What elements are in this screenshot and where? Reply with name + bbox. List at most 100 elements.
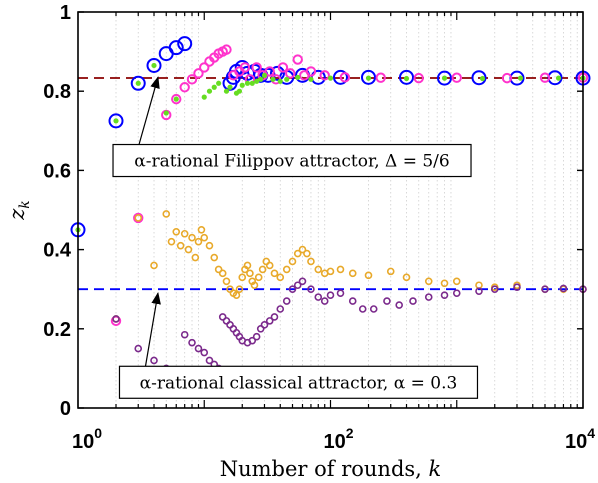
data-point [108, 113, 124, 129]
data-point [258, 76, 264, 82]
data-point [177, 36, 193, 52]
data-point [308, 76, 314, 82]
data-point [307, 285, 315, 294]
data-point [223, 88, 230, 94]
data-point [206, 88, 213, 94]
data-point [288, 285, 297, 294]
data-point [305, 66, 317, 77]
data-point [326, 291, 335, 299]
data-point [238, 273, 247, 282]
y-tick-label: 0.6 [43, 160, 71, 182]
data-point [358, 305, 367, 313]
data-point [293, 281, 302, 290]
data-point [348, 269, 357, 278]
data-point [236, 88, 243, 94]
data-point [348, 297, 357, 305]
data-point [227, 84, 233, 90]
x-tick-label: 102 [323, 425, 353, 453]
data-point [186, 74, 198, 85]
data-point [130, 75, 146, 91]
reference-lines [78, 77, 583, 291]
y-tick-label: 0.4 [43, 240, 72, 262]
data-point [194, 237, 203, 246]
data-point [375, 72, 386, 83]
data-point [239, 82, 245, 88]
data-point [249, 80, 255, 86]
data-point [293, 249, 302, 258]
data-point [163, 110, 169, 116]
data-point [188, 233, 196, 242]
data-point [113, 118, 119, 124]
data-point [270, 313, 279, 321]
data-point [402, 273, 411, 282]
data-point [251, 62, 262, 73]
data-point [199, 62, 210, 73]
data-point [288, 257, 297, 266]
x-tick-labels: 100 102 104 [72, 425, 595, 453]
data-point [282, 265, 291, 274]
data-point [409, 297, 417, 305]
y-tick-label: 0 [60, 398, 71, 420]
data-point [413, 72, 424, 84]
data-point [361, 69, 377, 85]
data-point [424, 293, 433, 301]
data-point [214, 265, 223, 274]
data-point [270, 269, 279, 278]
data-point [250, 281, 259, 290]
x-tick-label: 100 [72, 425, 102, 453]
data-point [252, 332, 261, 341]
data-point [191, 253, 200, 262]
data-point [210, 253, 219, 262]
data-point [383, 297, 391, 305]
data-point [269, 65, 285, 81]
data-point [517, 75, 524, 81]
data-point [188, 338, 196, 347]
data-point [261, 72, 268, 78]
data-point [314, 293, 323, 301]
data-point [285, 68, 296, 79]
data-point [134, 214, 143, 222]
data-point [319, 70, 330, 81]
y-tick-label: 0.2 [43, 319, 71, 341]
data-point [270, 76, 276, 82]
data-point [222, 277, 231, 286]
data-point [314, 265, 323, 274]
data-point [336, 289, 345, 297]
data-point [211, 84, 217, 90]
data-point [173, 96, 179, 102]
y-tick-label: 0.8 [43, 81, 71, 103]
data-point [539, 72, 551, 83]
data-point [265, 261, 274, 270]
data-point [134, 344, 143, 353]
data-point [369, 305, 378, 313]
data-point [162, 210, 171, 218]
data-point [150, 261, 158, 270]
data-point [201, 94, 207, 100]
data-point [216, 80, 222, 86]
data-point [452, 289, 461, 297]
data-point [200, 233, 209, 242]
data-point [180, 330, 189, 339]
data-point [307, 257, 315, 266]
data-point [193, 68, 204, 79]
data-point [264, 66, 275, 77]
annotation-box [112, 143, 472, 178]
data-point [277, 62, 289, 73]
data-point [133, 212, 144, 224]
data-point [298, 277, 307, 286]
data-point [320, 297, 329, 305]
data-point [451, 72, 462, 83]
annotation-box [118, 365, 479, 399]
data-point [200, 348, 209, 357]
annotation-text: α-rational classical attractor, α = 0.3 [140, 373, 458, 393]
data-point [265, 317, 274, 325]
data-point [277, 78, 283, 84]
data-point [254, 273, 263, 282]
data-point [513, 283, 521, 292]
data-point [218, 313, 227, 321]
data-point [437, 70, 453, 86]
data-point [365, 75, 372, 81]
data-point [501, 72, 513, 84]
